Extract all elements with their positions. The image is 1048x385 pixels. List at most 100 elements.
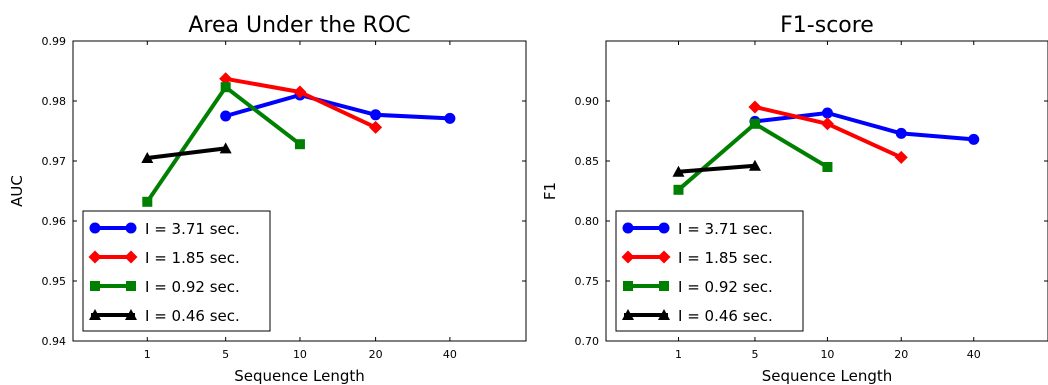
legend-swatch-marker: [622, 222, 634, 234]
chart-panel-2: F1-score 0.70 0.75 0.80 0.85 0.90 1 5 10 20 40 Sequ…: [541, 13, 1048, 385]
legend-entry: I = 3.71 sec.: [89, 220, 240, 238]
legend-swatch-marker: [90, 281, 100, 291]
x-tick-label: 5: [222, 348, 229, 361]
data-point: [749, 118, 760, 129]
legend-swatch-marker: [125, 222, 137, 234]
legend-swatch-marker: [125, 309, 137, 320]
y-tick-label: 0.96: [42, 215, 67, 228]
y-tick-label: 0.98: [42, 95, 67, 108]
y-axis-label: F1: [541, 182, 559, 200]
data-point: [968, 133, 980, 145]
x-tick-label: 20: [369, 348, 383, 361]
y-tick-label: 0.95: [42, 275, 67, 288]
series-1: [220, 89, 456, 124]
x-axis-label: Sequence Length: [762, 367, 893, 385]
series-2: [219, 72, 383, 134]
legend-label: I = 3.71 sec.: [145, 220, 240, 238]
legend-swatch-marker: [621, 250, 635, 264]
legend-entry: I = 0.46 sec.: [89, 307, 240, 325]
legend-swatch-marker: [124, 250, 138, 264]
y-axis-label: AUC: [8, 175, 26, 207]
data-point: [220, 82, 231, 93]
series-3: [142, 82, 305, 207]
x-tick-label: 10: [293, 348, 307, 361]
x-tick-label: 1: [675, 348, 682, 361]
data-point: [219, 142, 232, 154]
data-point: [293, 85, 307, 99]
data-point: [673, 184, 684, 195]
legend-swatch-marker: [89, 309, 101, 320]
series-4: [672, 159, 761, 177]
data-point: [220, 110, 232, 122]
series-line: [147, 146, 226, 160]
chart-panel-1: Area Under the ROC 0.94 0.95 0.96 0.97 0.98 0.…: [8, 13, 527, 385]
legend-swatch-marker: [658, 222, 670, 234]
legend-swatch-marker: [659, 281, 669, 291]
data-point: [294, 139, 305, 150]
legend-entry: I = 3.71 sec.: [622, 220, 773, 238]
series-4: [141, 142, 232, 163]
legend-label: I = 3.71 sec.: [678, 220, 773, 238]
x-tick-label: 10: [820, 348, 834, 361]
chart-title: Area Under the ROC: [188, 13, 410, 38]
data-point: [370, 109, 382, 121]
chart-title: F1-score: [780, 13, 874, 38]
legend-box: [615, 210, 804, 332]
legend-swatch-marker: [657, 250, 671, 264]
data-point: [672, 165, 685, 177]
y-tick-label: 0.70: [575, 335, 600, 348]
legend-swatch-marker: [623, 281, 633, 291]
series-line: [225, 93, 450, 121]
series-line: [754, 111, 974, 142]
data-point: [748, 100, 762, 114]
legend: I = 3.71 sec. I = 1.85 sec. I = 0.92 sec. I…: [615, 210, 804, 332]
series-line: [677, 121, 829, 192]
series-line: [145, 85, 302, 203]
y-tick-label: 0.85: [575, 155, 600, 168]
y-tick-label: 0.90: [575, 95, 600, 108]
x-tick-label: 20: [894, 348, 908, 361]
legend-swatch-marker: [126, 281, 136, 291]
data-point: [219, 72, 233, 86]
legend-swatch-marker: [622, 309, 634, 320]
y-tick-label: 0.75: [575, 275, 600, 288]
data-point: [821, 107, 833, 119]
series-2: [748, 100, 908, 164]
legend: I = 3.71 sec. I = 1.85 sec. I = 0.92 sec. I…: [82, 210, 271, 332]
series-3: [673, 118, 833, 195]
data-point: [444, 112, 456, 124]
legend-label: I = 0.46 sec.: [145, 307, 240, 325]
y-tick-label: 0.97: [42, 155, 67, 168]
legend-entry: I = 0.92 sec.: [90, 278, 240, 296]
data-point: [895, 127, 907, 139]
data-point: [820, 117, 834, 131]
x-tick-label: 40: [443, 348, 457, 361]
legend-box: [82, 210, 271, 332]
data-point: [142, 196, 153, 207]
legend-label: I = 1.85 sec.: [145, 249, 240, 267]
legend-label: I = 0.46 sec.: [678, 307, 773, 325]
legend-entry: I = 0.92 sec.: [623, 278, 773, 296]
data-point: [748, 159, 761, 171]
x-tick-label: 40: [967, 348, 981, 361]
data-point: [369, 120, 383, 134]
data-point: [894, 150, 908, 164]
y-tick-label: 0.80: [575, 215, 600, 228]
data-point: [822, 162, 833, 172]
x-axis-label: Sequence Length: [234, 367, 365, 385]
legend-swatch-marker: [658, 309, 670, 320]
data-point: [141, 152, 154, 163]
legend-label: I = 0.92 sec.: [678, 278, 773, 296]
legend-swatch-marker: [88, 250, 102, 264]
y-tick-label: 0.94: [42, 335, 67, 348]
legend-entry: I = 0.46 sec.: [622, 307, 773, 325]
x-tick-label: 5: [751, 348, 758, 361]
legend-entry: I = 1.85 sec.: [621, 249, 773, 267]
y-tick-label: 0.99: [42, 35, 67, 48]
series-line: [678, 163, 756, 174]
legend-entry: I = 1.85 sec.: [88, 249, 240, 267]
x-tick-label: 1: [144, 348, 151, 361]
legend-swatch-marker: [89, 222, 101, 234]
legend-label: I = 0.92 sec.: [145, 278, 240, 296]
